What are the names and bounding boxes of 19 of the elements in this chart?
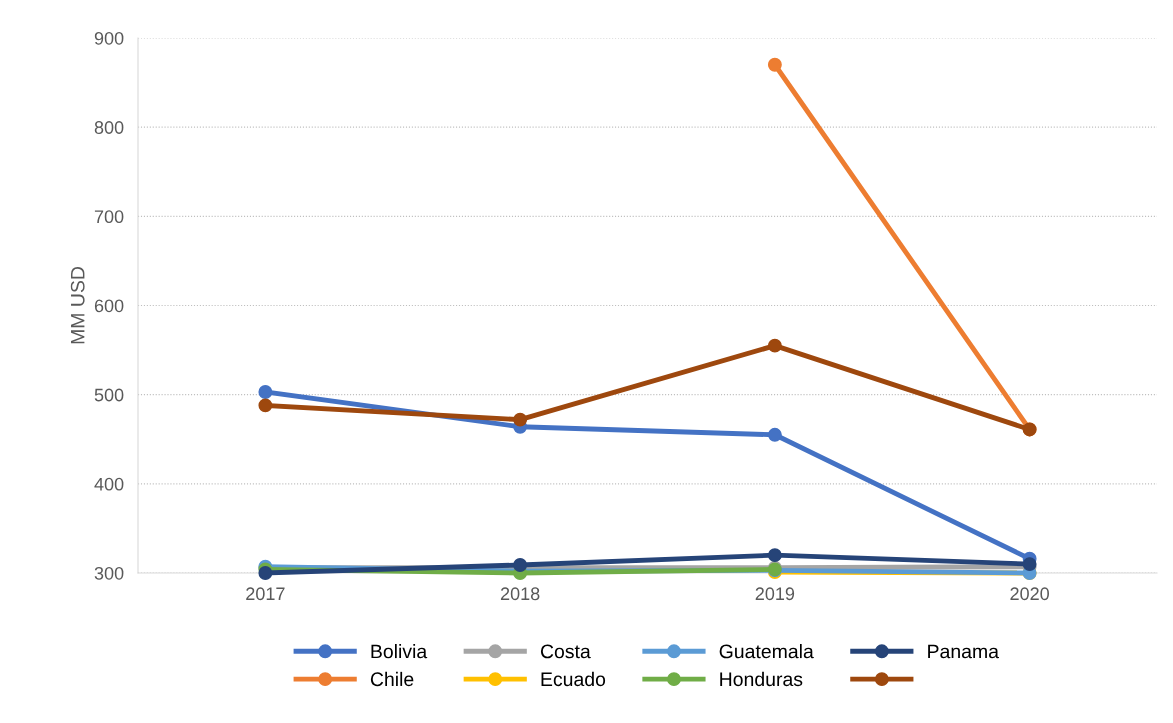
y-tick-label: 900 — [94, 31, 124, 45]
y-tick-label: 700 — [94, 210, 124, 224]
y-axis-title: MM USD — [70, 267, 85, 344]
y-tick-label: 300 — [94, 566, 124, 580]
legend-label: Ecuado — [541, 671, 606, 687]
legend-label: Bolivia — [371, 644, 428, 659]
x-tick-label: 2020 — [1010, 587, 1049, 601]
y-tick-label: 600 — [94, 299, 124, 313]
y-tick-label: 800 — [94, 121, 124, 134]
legend-label: Panama — [928, 644, 999, 659]
y-tick-label: 500 — [94, 388, 124, 402]
legend-label: Honduras — [720, 671, 803, 687]
legend-label: Guatemala — [719, 644, 814, 659]
y-tick-label: 400 — [94, 477, 124, 491]
x-tick-label: 2019 — [755, 587, 795, 601]
x-tick-label: 2018 — [500, 587, 540, 601]
legend-label: Costa — [540, 644, 591, 659]
x-tick-label: 2017 — [246, 587, 285, 601]
legend-label: Chile — [370, 671, 414, 687]
